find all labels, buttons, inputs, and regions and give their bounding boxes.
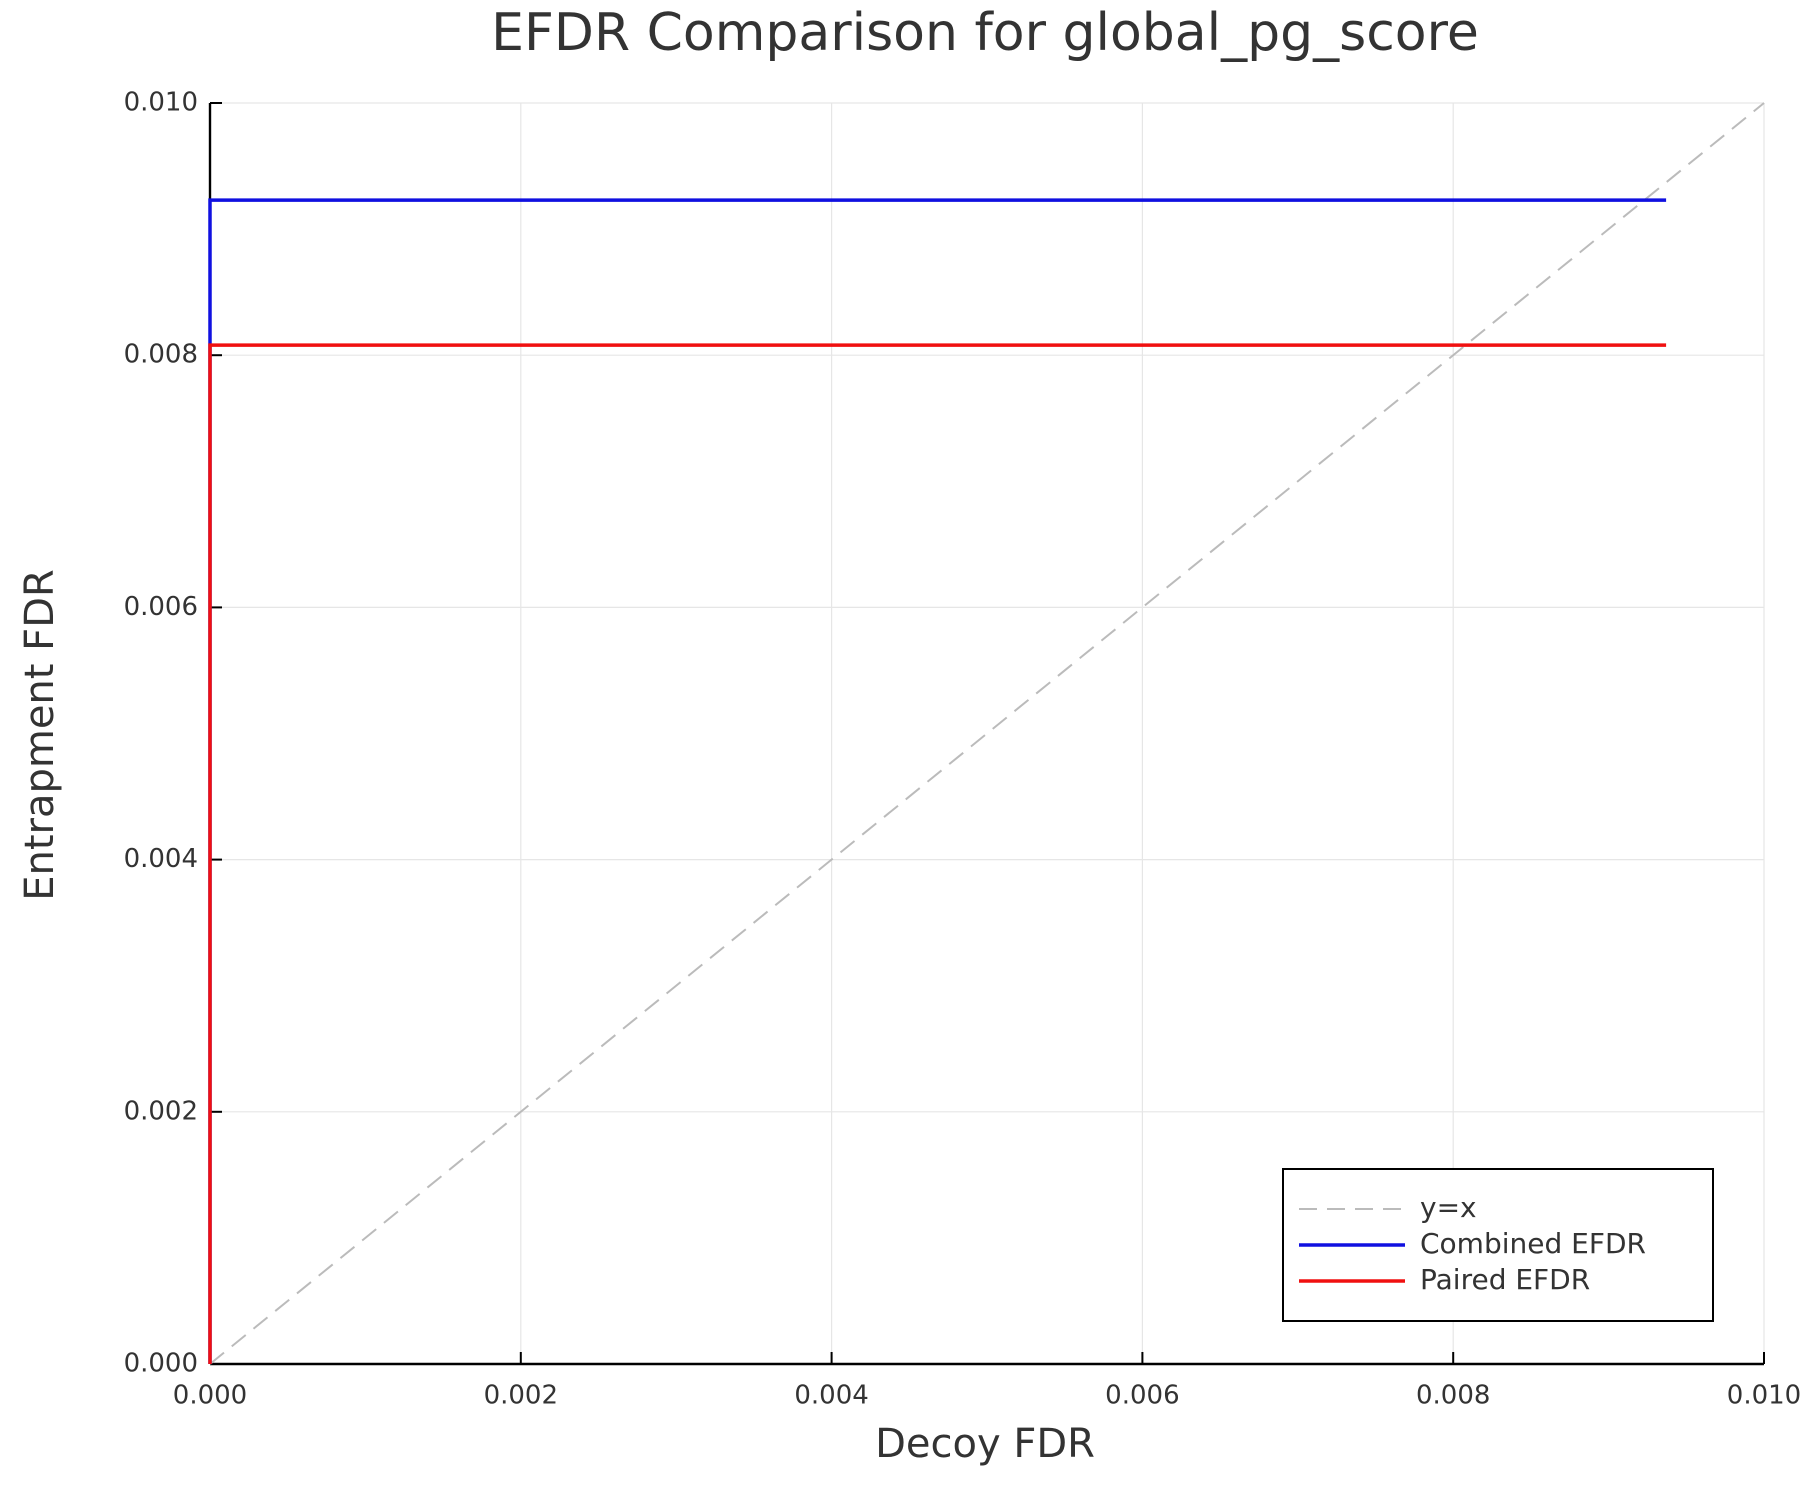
legend-label: Paired EFDR	[1420, 1263, 1590, 1296]
y-tick-label: 0.002	[124, 1096, 198, 1126]
y-axis-title: Entrapment FDR	[17, 569, 63, 901]
legend-label: Combined EFDR	[1420, 1227, 1646, 1260]
x-tick-label: 0.006	[1105, 1381, 1179, 1411]
legend-label: y=x	[1420, 1191, 1477, 1224]
y-tick-label: 0.008	[124, 340, 198, 370]
x-axis-title: Decoy FDR	[875, 1421, 1095, 1467]
y-tick-label: 0.010	[124, 88, 198, 118]
y-tick-label: 0.004	[124, 844, 198, 874]
x-tick-label: 0.002	[484, 1381, 558, 1411]
y-tick-label: 0.000	[124, 1349, 198, 1379]
x-tick-label: 0.010	[1727, 1381, 1800, 1411]
chart-title: EFDR Comparison for global_pg_score	[491, 3, 1479, 63]
x-tick-label: 0.000	[173, 1381, 247, 1411]
x-tick-label: 0.008	[1416, 1381, 1490, 1411]
y-tick-label: 0.006	[124, 592, 198, 622]
x-tick-label: 0.004	[794, 1381, 868, 1411]
series-line	[208, 343, 1667, 1364]
series-line	[209, 102, 1765, 1365]
